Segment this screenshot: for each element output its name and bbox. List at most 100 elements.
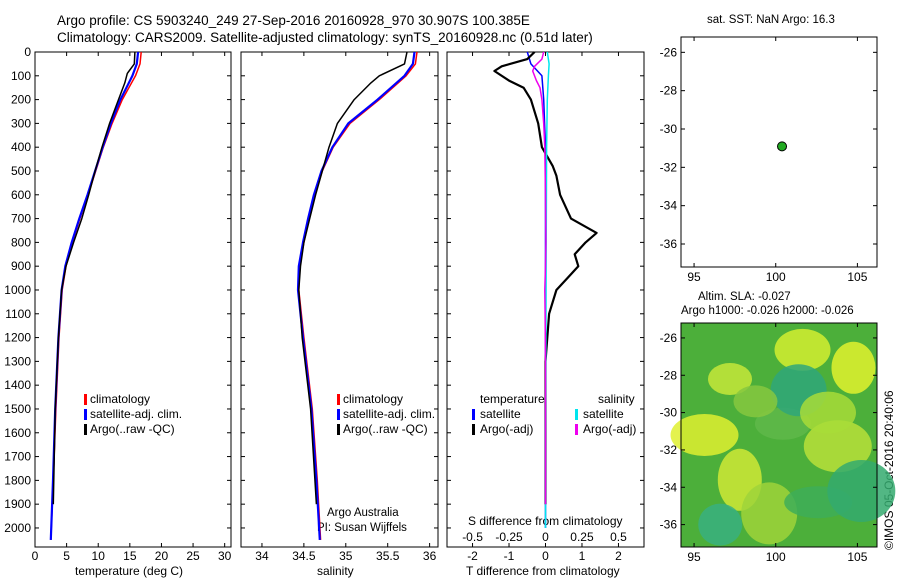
sst-map-title: sat. SST: NaN Argo: 16.3	[707, 14, 835, 26]
sla-field-patch	[670, 414, 739, 456]
sla_map-ytick-label: -30	[660, 406, 678, 420]
depth-tick-label: 200	[11, 93, 31, 107]
difference-s-tick-label: 0.25	[570, 530, 594, 544]
credit-pi: PI: Susan Wijffels	[317, 522, 407, 534]
difference-xtick-label: 1	[579, 549, 586, 563]
sst_map-ytick-label: -30	[660, 122, 678, 136]
sst_map-ytick-label: -26	[660, 45, 678, 59]
difference-xtick-label: 0	[542, 549, 549, 563]
legend-s-argo-swatch	[575, 424, 578, 435]
sla_map-ytick-label: -34	[660, 480, 678, 494]
sla_map-ytick-label: -26	[660, 331, 678, 345]
difference-s-tick-label: -0.25	[495, 530, 523, 544]
depth-tick-label: 1000	[4, 283, 31, 297]
sla-field-patch	[803, 420, 872, 473]
sla-field-patch	[827, 460, 896, 522]
depth-tick-label: 1800	[4, 473, 31, 487]
temperature-xtick-label: 25	[186, 549, 200, 563]
sla-field-patch	[774, 328, 831, 371]
depth-tick-label: 300	[11, 116, 31, 130]
legend-t-argo-label: Argo(-adj)	[480, 422, 534, 436]
difference-series-temperature-argo-adj-	[493, 51, 598, 505]
depth-tick-label: 800	[11, 235, 31, 249]
depth-tick-label: 1900	[4, 497, 31, 511]
credit-argo-australia: Argo Australia	[327, 507, 399, 519]
difference-s-tick-label: 0	[542, 530, 549, 544]
sla-field-patch	[708, 363, 752, 395]
difference-series-salinity-argo-adj-	[531, 51, 547, 505]
legend-s-argo-label: Argo(-adj)	[583, 422, 637, 436]
legend-s-satellite-label: satellite	[583, 407, 624, 421]
depth-tick-label: 400	[11, 140, 31, 154]
temperature-series-satellite-adj-clim-	[49, 51, 140, 540]
salinity-xtick-label: 34	[255, 549, 269, 563]
depth-tick-label: 1100	[5, 307, 31, 321]
legend-satellite-label: satellite-adj. clim.	[343, 407, 436, 421]
legend-t-argo-swatch	[472, 424, 475, 435]
sst_map-ytick-label: -34	[660, 199, 678, 213]
sla_map-xtick-label: 105	[847, 550, 867, 564]
depth-tick-label: 100	[11, 69, 31, 83]
legend-argo-swatch	[84, 424, 87, 435]
difference-xtick-label: 2	[615, 549, 622, 563]
salinity-xtick-label: 36	[423, 549, 437, 563]
sla-map-title-1: Altim. SLA: -0.027	[698, 291, 791, 303]
difference-series-temperature-satellite	[526, 51, 547, 528]
depth-tick-label: 1200	[4, 331, 31, 345]
temperature-series-argo-raw-qc-	[52, 51, 136, 505]
depth-tick-label: 700	[11, 212, 31, 226]
difference-s-tick-label: 0.5	[610, 530, 627, 544]
sla-field-patch	[831, 341, 876, 394]
depth-tick-label: 1500	[4, 402, 31, 416]
temperature-xtick-label: 30	[218, 549, 232, 563]
legend-climatology-label: climatology	[90, 392, 151, 406]
sla_map-xtick-label: 100	[766, 550, 786, 564]
sst_map-ytick-label: -28	[660, 84, 678, 98]
legend-satellite-label: satellite-adj. clim.	[90, 407, 183, 421]
temperature-xtick-label: 15	[123, 549, 137, 563]
panel-temperature: 0 5 10 15 20 25 300100200300400500600700800900…	[4, 45, 231, 563]
salinity-series-satellite-adj-clim-	[296, 51, 416, 540]
sla-map-title-2: Argo h1000: -0.026 h2000: -0.026	[681, 305, 854, 317]
legend-s-satellite-swatch	[575, 409, 578, 420]
sla-field-patch	[741, 482, 798, 545]
sst_map-xtick-label: 95	[687, 270, 701, 284]
panel-salinity: 34 34.5 35 35.5 36	[240, 51, 439, 563]
temperature-xtick-label: 10	[92, 549, 106, 563]
depth-tick-label: 600	[11, 188, 31, 202]
depth-tick-label: 1400	[4, 378, 31, 392]
sst_map-xtick-label: 100	[766, 270, 786, 284]
depth-tick-label: 1600	[4, 426, 31, 440]
legend-satellite-swatch	[337, 409, 340, 420]
legend-argo-swatch	[337, 424, 340, 435]
legend-climatology-swatch	[337, 394, 340, 405]
difference-xlabel: T difference from climatology	[466, 564, 620, 578]
sla_map-frame	[680, 322, 878, 548]
salinity-xtick-label: 35.5	[376, 549, 400, 563]
sst_map-ytick-label: -36	[660, 237, 678, 251]
legend-salinity-title: salinity	[598, 392, 635, 406]
difference-s-tick-label: -0.5	[462, 530, 483, 544]
temperature-xtick-label: 20	[155, 549, 169, 563]
salinity-series-argo-raw-qc-	[298, 51, 408, 505]
figure-title-line2: Climatology: CARS2009. Satellite-adjuste…	[57, 30, 593, 45]
salinity-frame	[240, 51, 439, 548]
difference-xtick-label: -2	[467, 549, 478, 563]
depth-tick-label: 1700	[4, 450, 31, 464]
legend-t-satellite-swatch	[472, 409, 475, 420]
sla_map-ytick-label: -36	[660, 518, 678, 532]
temperature-frame	[34, 51, 232, 548]
panel-difference: -2 -1 0 1 2 -0.5 -0.25 0 0.25 0.5	[446, 51, 645, 563]
legend-argo-label: Argo(..raw -QC)	[343, 422, 428, 436]
sst_map-xtick-label: 105	[847, 270, 867, 284]
depth-tick-label: 500	[11, 164, 31, 178]
figure-title-line1: Argo profile: CS 5903240_249 27-Sep-2016…	[57, 13, 530, 28]
sla_map-ytick-label: -32	[660, 443, 678, 457]
sst_map-frame	[680, 36, 878, 268]
legend-t-satellite-label: satellite	[480, 407, 521, 421]
legend-argo-label: Argo(..raw -QC)	[90, 422, 175, 436]
salinity-xtick-label: 34.5	[292, 549, 316, 563]
argo-position-marker	[777, 141, 788, 152]
panel-sst_map: 95 100 105 -26 -28 -30 -32 -34 -36	[660, 36, 878, 284]
